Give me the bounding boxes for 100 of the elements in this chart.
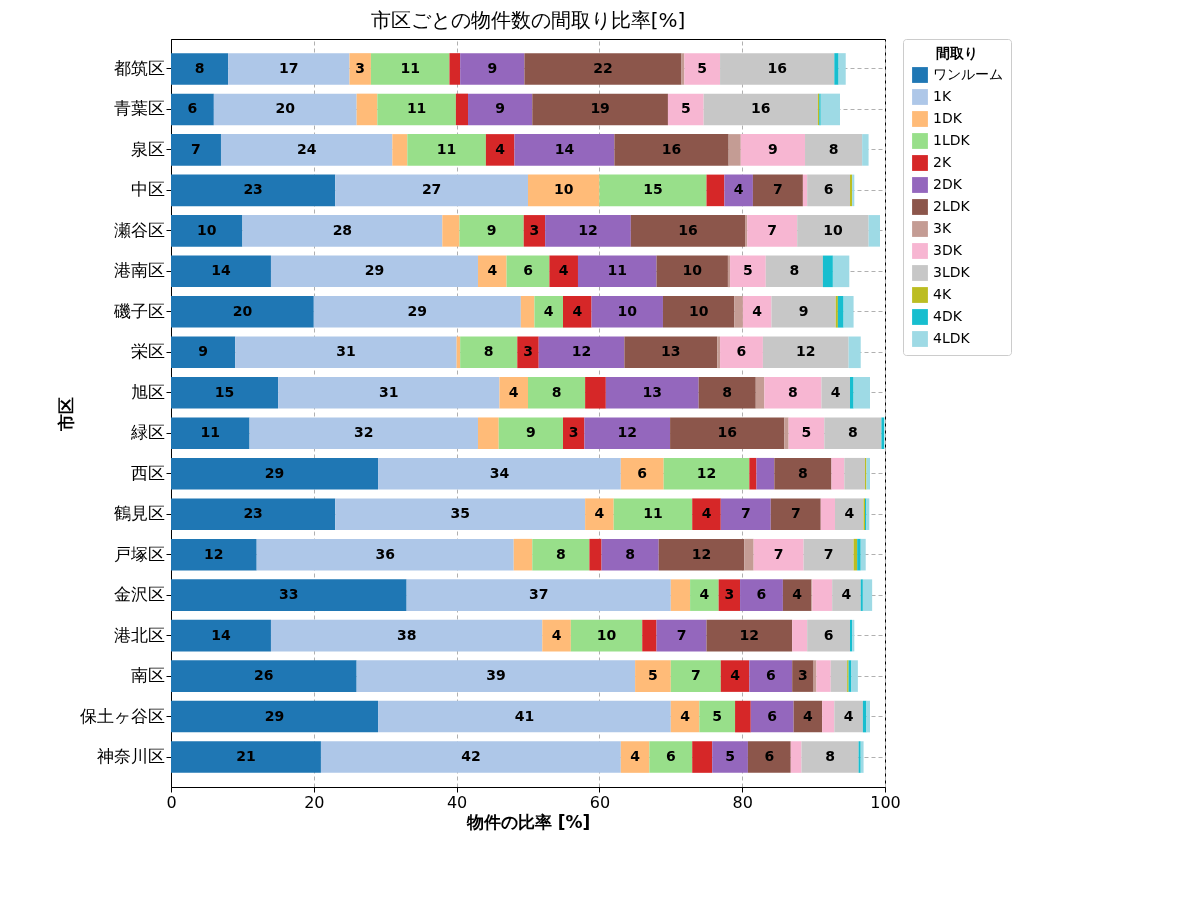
data-label: 3 [568,424,579,441]
x-tick-label: 0 [166,792,177,812]
data-label: 10 [682,262,703,279]
data-label: 8 [847,424,858,441]
data-label: 10 [823,221,843,238]
data-label: 4 [699,586,710,603]
data-label: 13 [661,343,681,360]
data-label: 6 [764,748,775,765]
data-label: 8 [722,383,733,400]
data-label: 4 [841,586,852,603]
data-label: 4 [508,383,519,400]
data-label: 41 [514,707,535,724]
legend-label: 4DK [933,308,963,324]
data-label: 12 [578,221,598,238]
y-tick-label: 保土ヶ谷区 [79,705,165,726]
data-label: 31 [336,343,356,360]
data-label: 4 [558,262,569,279]
data-label: 35 [450,505,470,522]
data-label: 8 [828,140,839,157]
legend-label: ワンルーム [933,66,1003,82]
legend-title: 間取り [936,45,978,61]
data-label: 4 [733,181,744,198]
y-tick-label: 金沢区 [113,584,165,605]
data-label: 6 [187,100,198,117]
data-label: 6 [736,343,747,360]
data-label: 8 [825,748,835,765]
data-label: 11 [400,59,420,76]
x-tick-label: 20 [304,792,325,812]
data-label: 5 [680,100,691,117]
data-label: 4 [701,505,712,522]
data-label: 26 [254,667,274,684]
data-label: 24 [296,140,317,157]
data-label: 29 [364,262,385,279]
data-label: 7 [790,505,801,522]
x-tick-label: 40 [446,792,468,812]
data-label: 4 [630,748,641,765]
y-tick-label: 栄区 [130,341,165,362]
x-tick-label: 100 [870,792,901,812]
data-label: 22 [593,59,613,76]
data-label: 38 [396,626,417,643]
data-label: 7 [767,221,778,238]
y-tick-label: 泉区 [130,138,165,159]
data-label: 8 [798,464,808,481]
data-label: 7 [191,140,201,157]
x-tick-label: 60 [589,792,611,812]
data-label: 8 [483,343,494,360]
data-label: 6 [823,626,834,643]
legend-label: 2LDK [933,198,971,214]
data-label: 4 [830,383,841,400]
data-label: 5 [743,262,753,279]
data-label: 9 [198,343,209,360]
y-tick-label: 旭区 [130,381,165,402]
data-label: 15 [214,383,235,400]
data-label: 37 [528,586,549,603]
data-label: 11 [436,140,457,157]
data-label: 16 [767,59,787,76]
data-label: 15 [643,181,663,198]
legend-label: 4LDK [933,330,971,346]
data-label: 9 [486,221,497,238]
data-label: 4 [543,302,554,319]
data-label: 12 [204,545,224,562]
data-label: 6 [823,181,834,198]
data-label: 32 [354,424,374,441]
data-label: 12 [796,343,816,360]
data-label: 7 [740,505,751,522]
y-tick-label: 戸塚区 [113,543,165,564]
data-label: 33 [279,586,299,603]
data-label: 9 [768,140,778,157]
data-label: 9 [798,302,809,319]
data-label: 23 [243,181,263,198]
data-label: 3 [724,586,735,603]
legend-label: 1LDK [933,132,971,148]
data-label: 10 [617,302,638,319]
data-label: 9 [487,59,498,76]
data-label: 4 [551,626,562,643]
data-label: 16 [751,100,771,117]
data-label: 14 [554,140,575,157]
data-label: 10 [688,302,709,319]
data-label: 7 [773,545,784,562]
legend-label: 3LDK [933,264,971,280]
data-label: 4 [572,302,583,319]
data-label: 8 [551,383,562,400]
data-label: 6 [637,464,648,481]
y-tick-label: 緑区 [129,422,165,443]
data-label: 21 [236,748,256,765]
data-label: 5 [712,707,723,724]
y-tick-label: 港南区 [113,260,165,281]
data-label: 4 [487,262,498,279]
y-tick-label: 中区 [130,179,165,200]
data-label: 4 [594,505,605,522]
data-label: 23 [243,505,263,522]
data-label: 29 [264,707,285,724]
data-label: 6 [523,262,533,279]
y-tick-label: 瀬谷区 [113,219,165,240]
data-label: 19 [590,100,610,117]
y-tick-label: 神奈川区 [96,746,165,767]
data-label: 5 [697,59,708,76]
data-label: 8 [194,59,205,76]
data-label: 17 [279,59,299,76]
data-label: 6 [765,667,776,684]
